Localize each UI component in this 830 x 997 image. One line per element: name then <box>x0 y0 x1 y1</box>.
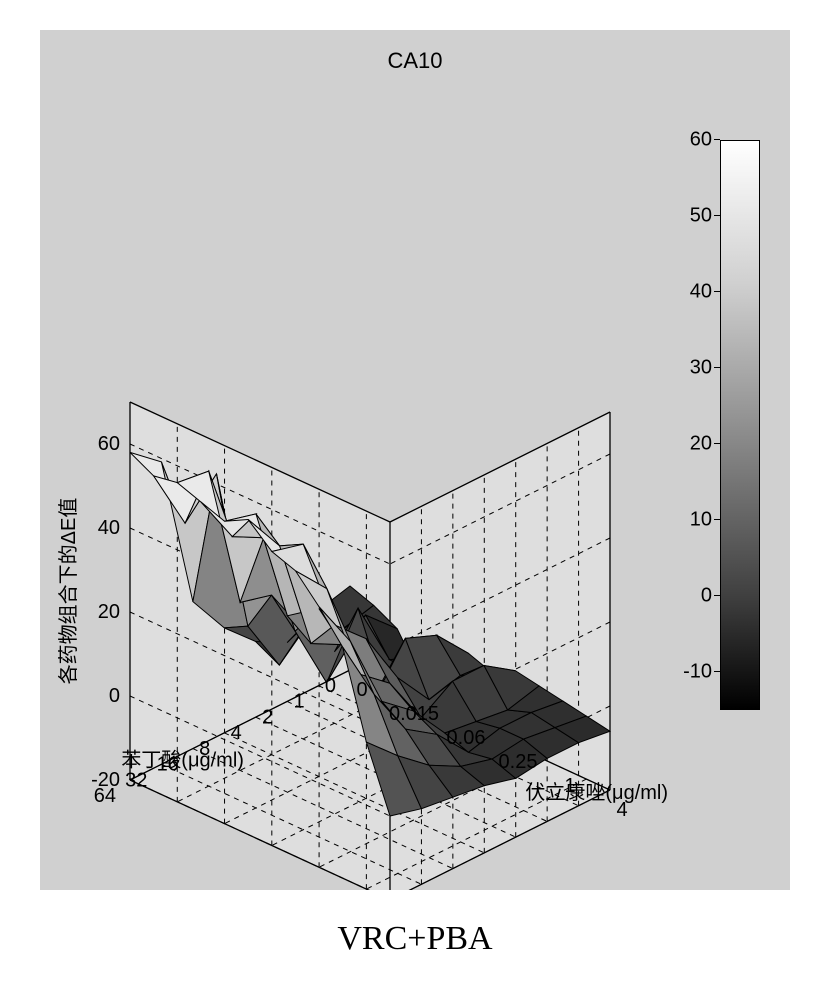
plot-background: CA10 -200204060各药物组合下的ΔE值00.0150.060.251… <box>40 30 790 890</box>
figure-caption: VRC+PBA <box>0 920 830 958</box>
svg-text:60: 60 <box>98 433 120 455</box>
colorbar-tick: 50 <box>672 205 712 228</box>
svg-text:伏立康唑(μg/ml): 伏立康唑(μg/ml) <box>525 781 668 804</box>
svg-text:各药物组合下的ΔE值: 各药物组合下的ΔE值 <box>57 498 80 685</box>
colorbar <box>720 140 760 710</box>
svg-text:1: 1 <box>293 691 304 713</box>
svg-text:0: 0 <box>325 675 336 697</box>
surface-plot: -200204060各药物组合下的ΔE值00.0150.060.2514伏立康唑… <box>40 30 790 890</box>
svg-text:苯丁酸(μg/ml): 苯丁酸(μg/ml) <box>121 748 244 771</box>
svg-text:32: 32 <box>125 769 147 791</box>
svg-text:0.015: 0.015 <box>389 703 439 725</box>
svg-text:2: 2 <box>262 706 273 728</box>
svg-text:4: 4 <box>231 722 242 744</box>
colorbar-tick: 30 <box>672 357 712 380</box>
svg-text:20: 20 <box>98 601 120 623</box>
svg-text:0: 0 <box>109 685 120 707</box>
colorbar-tick: 40 <box>672 281 712 304</box>
svg-text:0.06: 0.06 <box>447 727 486 749</box>
colorbar-tick: 10 <box>672 509 712 532</box>
colorbar-tick: 20 <box>672 433 712 456</box>
colorbar-tick: -10 <box>672 661 712 684</box>
svg-text:64: 64 <box>94 785 116 807</box>
colorbar-tick: 60 <box>672 129 712 152</box>
svg-text:0.25: 0.25 <box>499 751 538 773</box>
svg-text:0: 0 <box>356 679 367 701</box>
svg-text:40: 40 <box>98 517 120 539</box>
colorbar-tick: 0 <box>672 585 712 608</box>
